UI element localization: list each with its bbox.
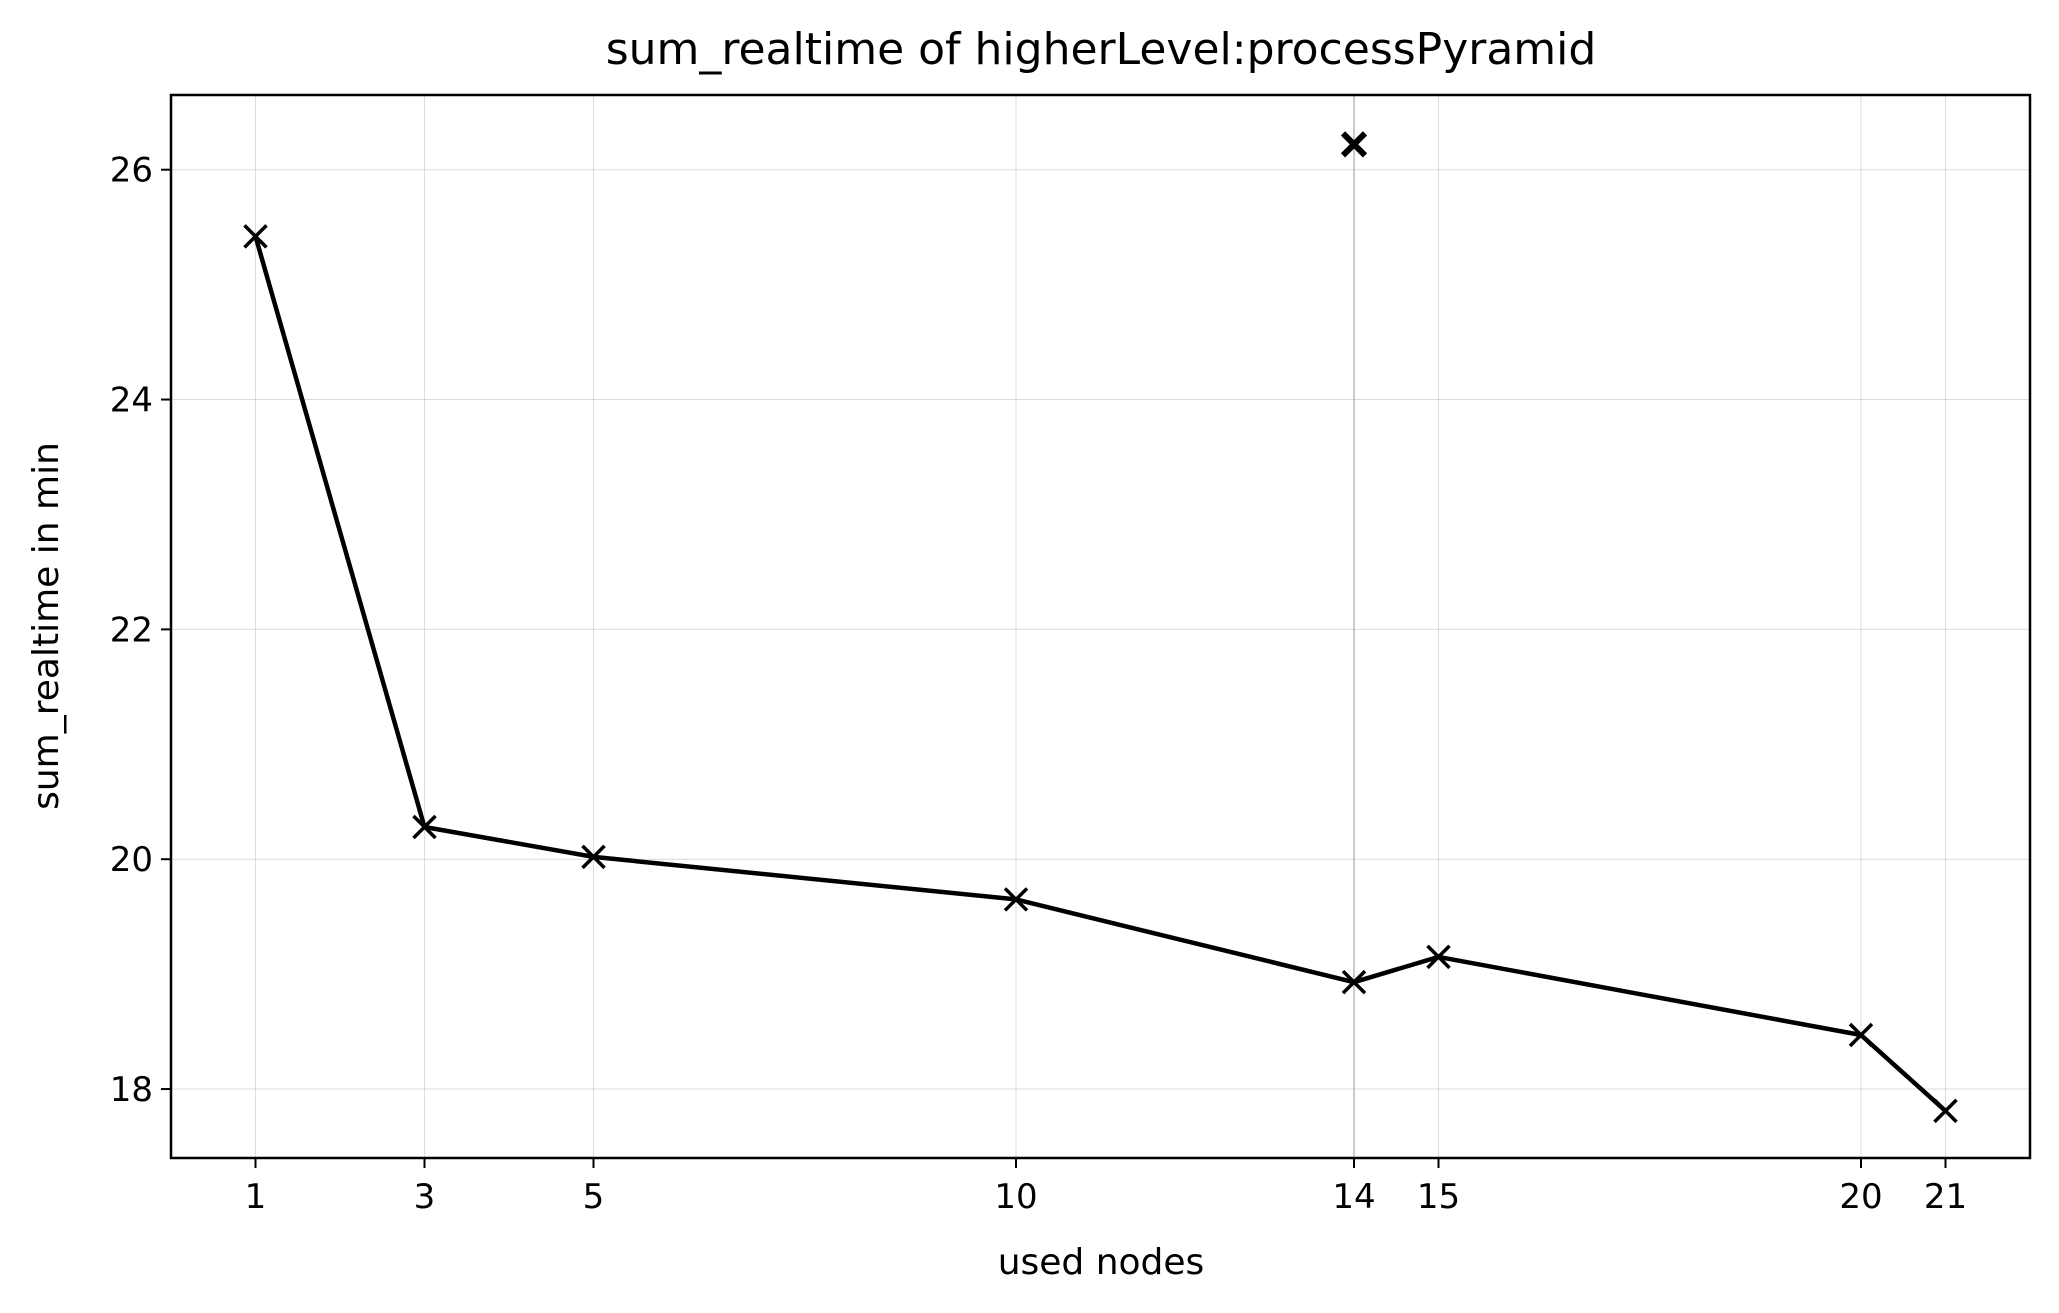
x-tick-label: 15 (1417, 1177, 1460, 1217)
data-point (1341, 969, 1367, 995)
data-point-stroke (243, 224, 268, 249)
x-tick-label: 21 (1924, 1177, 1967, 1217)
y-tick-label: 22 (110, 610, 153, 650)
gridlines (171, 95, 2030, 1158)
chart-title: sum_realtime of higherLevel:processPyram… (606, 24, 1597, 75)
y-axis-label: sum_realtime in min (26, 442, 67, 810)
y-tick-label: 26 (110, 151, 153, 191)
data-point (412, 814, 437, 840)
series-line (253, 235, 1948, 1113)
x-tick-label: 3 (414, 1177, 436, 1217)
x-tick-label: 5 (583, 1177, 605, 1217)
data-point-stroke (1848, 1022, 1874, 1048)
outlier-point (1340, 131, 1368, 158)
y-tick-label: 18 (110, 1070, 153, 1110)
x-tick-label: 14 (1332, 1177, 1375, 1217)
data-point (1003, 887, 1029, 912)
data-point-stroke (1426, 944, 1451, 970)
x-tick-label: 1 (245, 1177, 267, 1217)
outlier-point-stroke (1340, 131, 1368, 158)
series (243, 131, 1958, 1124)
x-tick-label: 20 (1839, 1177, 1882, 1217)
data-point (581, 844, 606, 870)
data-point (1848, 1022, 1874, 1048)
axis-ticks: 1 3 5 10 14 15 20 21 18 20 22 24 26 (110, 151, 1967, 1217)
x-tick-label: 10 (994, 1177, 1037, 1217)
y-tick-label: 24 (110, 381, 153, 421)
plot-frame (169, 93, 2032, 1160)
data-point-stroke (581, 844, 606, 870)
data-point (1426, 944, 1451, 970)
data-point (243, 224, 268, 249)
data-point-stroke (412, 814, 437, 840)
data-point (1933, 1098, 1958, 1124)
data-point-stroke (1341, 969, 1367, 995)
x-axis-label: used nodes (998, 1242, 1205, 1283)
y-tick-label: 20 (110, 840, 153, 880)
data-point-stroke (1003, 887, 1029, 912)
data-point-stroke (1933, 1098, 1958, 1124)
